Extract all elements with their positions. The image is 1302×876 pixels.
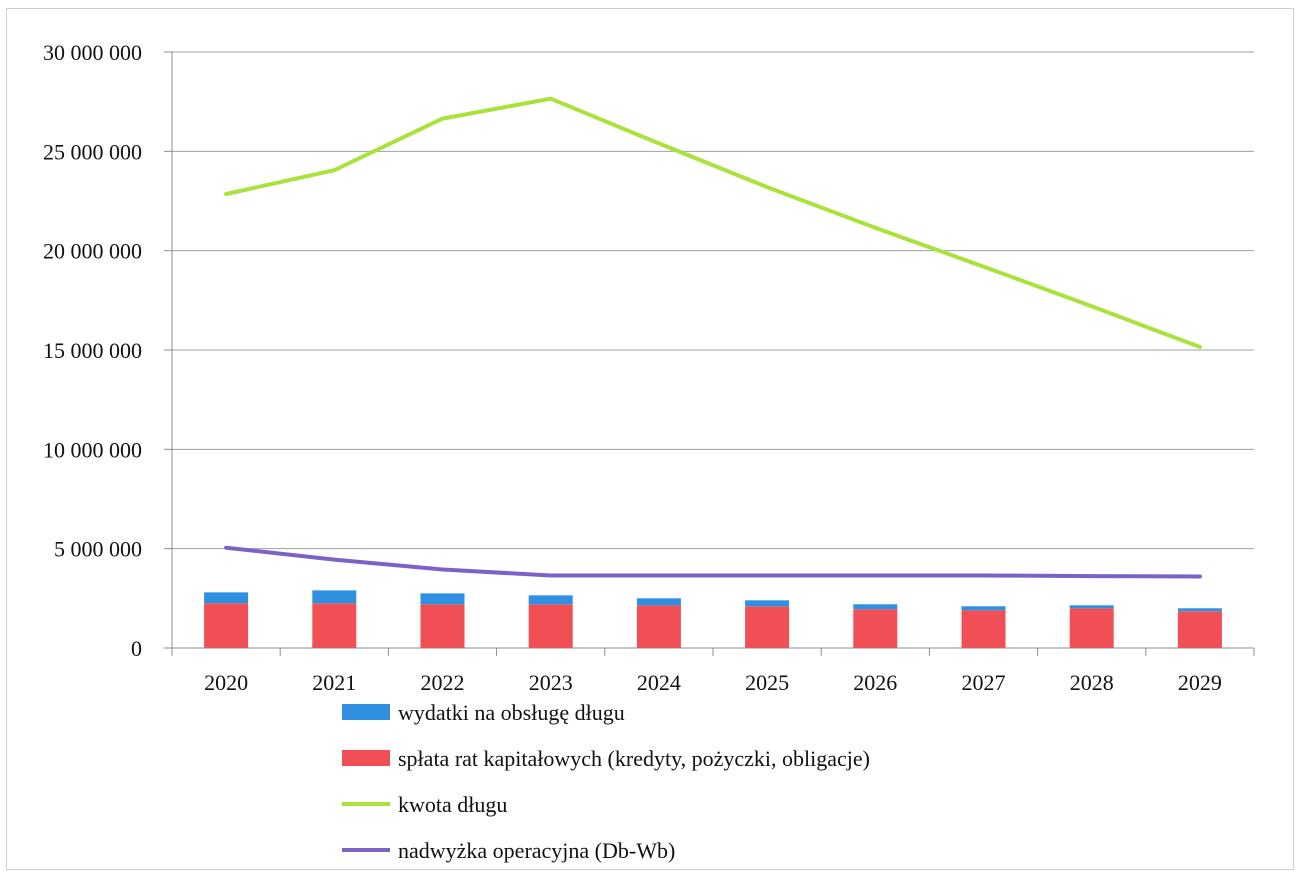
tick-labels: 0 5 000 000 10 000 000 15 000 000 20 000 000… (43, 40, 1222, 695)
y-tick-label: 25 000 000 (43, 139, 142, 164)
bar (745, 606, 790, 648)
x-tick-label: 2024 (637, 670, 681, 695)
x-tick-label: 2023 (529, 670, 573, 695)
bar (1069, 608, 1114, 648)
legend: wydatki na obsługę długu spłata rat kapit… (342, 700, 870, 863)
bar (961, 610, 1006, 648)
y-tick-label: 15 000 000 (43, 338, 142, 363)
series-line (224, 96, 1202, 349)
bar (420, 593, 465, 605)
bar (745, 600, 790, 607)
y-tick-label: 5 000 000 (54, 537, 142, 562)
legend-swatch (342, 704, 390, 720)
y-tick-label: 10 000 000 (43, 437, 142, 462)
bar (312, 603, 357, 648)
bar (1177, 611, 1222, 648)
bar (204, 592, 249, 604)
x-tick-label: 2029 (1178, 670, 1222, 695)
bar (853, 609, 898, 648)
bar (636, 605, 681, 648)
bar (1177, 608, 1222, 612)
bar (528, 604, 573, 648)
series-line (224, 545, 1202, 579)
x-tick-label: 2020 (204, 670, 248, 695)
gridlines (172, 51, 1254, 550)
bar (420, 604, 465, 648)
x-tick-label: 2025 (745, 670, 789, 695)
legend-label: wydatki na obsługę długu (398, 700, 625, 725)
y-tick-label: 30 000 000 (43, 40, 142, 65)
x-tick-label: 2022 (421, 670, 465, 695)
bars (204, 590, 1222, 648)
bar (636, 598, 681, 606)
x-tick-label: 2027 (962, 670, 1006, 695)
legend-label: spłata rat kapitałowych (kredyty, pożycz… (398, 746, 870, 771)
lines (224, 96, 1202, 579)
bar (961, 606, 1006, 611)
bar (204, 603, 249, 648)
axes (164, 51, 1255, 656)
legend-swatch (342, 750, 390, 766)
y-tick-label: 20 000 000 (43, 239, 142, 264)
bar (312, 590, 357, 604)
x-tick-label: 2021 (312, 670, 356, 695)
x-tick-label: 2028 (1070, 670, 1114, 695)
bar (853, 604, 898, 610)
x-tick-label: 2026 (853, 670, 897, 695)
bar (528, 595, 573, 605)
bar (1069, 605, 1114, 609)
legend-label: nadwyżka operacyjna (Db-Wb) (398, 838, 675, 863)
legend-label: kwota długu (398, 792, 507, 817)
y-tick-label: 0 (131, 636, 142, 661)
